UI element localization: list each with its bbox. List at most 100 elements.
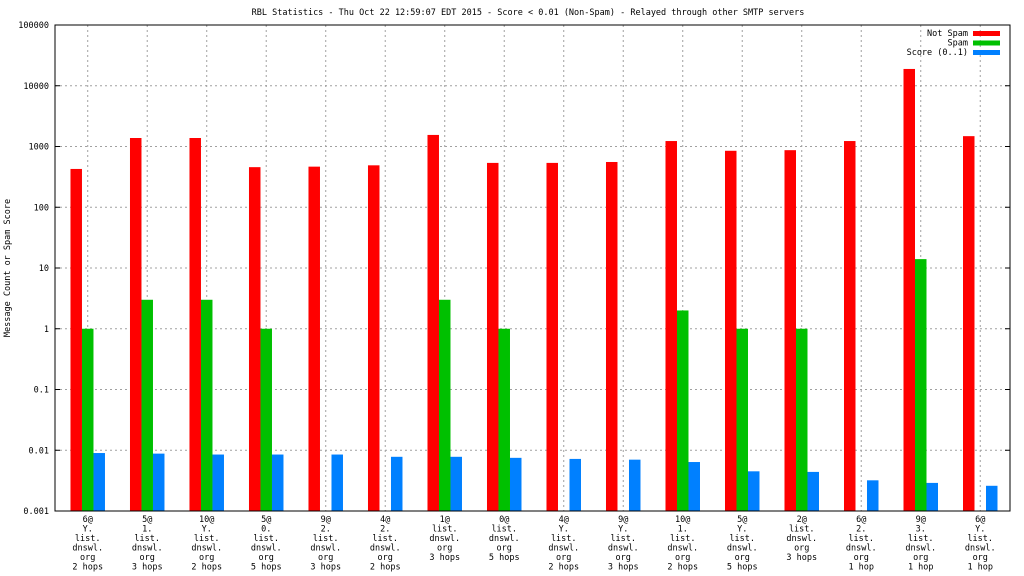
bar-spam xyxy=(200,299,213,511)
x-tick-label-line: Y. xyxy=(202,525,212,535)
bar-not-spam xyxy=(962,136,975,511)
x-tick-label-line: org xyxy=(497,544,512,554)
x-tick-label-line: 1 hop xyxy=(848,563,874,573)
x-tick-label-line: org xyxy=(437,544,452,554)
bar-spam xyxy=(676,310,689,511)
bar-not-spam xyxy=(546,162,558,512)
x-tick-label: 5@ 0. list. dnswl. org 5 hops xyxy=(251,515,282,573)
bar-spam xyxy=(736,328,748,511)
bar-score xyxy=(807,471,819,511)
x-tick-label-line: 5@ xyxy=(142,515,152,525)
x-tick-label-line: 9@ xyxy=(916,515,926,525)
x-tick-label: 4@ Y. list. dnswl. org 2 hops xyxy=(548,515,579,573)
chart-title: RBL Statistics - Thu Oct 22 12:59:07 EDT… xyxy=(252,8,805,18)
x-tick-label-line: 1. xyxy=(678,525,688,535)
x-tick-label: 9@ 2. list. dnswl. org 3 hops xyxy=(310,515,341,573)
bar-score xyxy=(628,459,641,511)
x-tick-label-line: list. xyxy=(194,534,220,544)
x-tick-label-line: dnswl. xyxy=(72,544,103,554)
x-tick-label-line: Y. xyxy=(975,525,985,535)
bar-score xyxy=(212,454,224,511)
bar-score xyxy=(93,453,105,511)
x-tick-label: 5@ 1. list. dnswl. org 3 hops xyxy=(132,515,163,573)
x-tick-label-line: list. xyxy=(253,534,279,544)
y-tick-label: 10000 xyxy=(23,82,49,92)
bar-spam xyxy=(795,328,808,511)
x-tick-label: 0@ list. dnswl. org 5 hops xyxy=(489,515,520,563)
x-tick-label-line: 2@ xyxy=(797,515,807,525)
bar-score xyxy=(866,480,879,511)
y-tick-label: 1 xyxy=(44,325,49,335)
x-tick-label-line: 5 hops xyxy=(489,553,520,563)
x-tick-label-line: 1 hop xyxy=(908,563,934,573)
bar-score xyxy=(271,454,284,511)
x-tick-label-line: list. xyxy=(491,525,517,535)
x-tick-label-line: list. xyxy=(729,534,755,544)
x-tick-label-line: 3 hops xyxy=(132,563,163,573)
plot-frame xyxy=(54,24,1011,512)
x-tick-label-line: 5@ xyxy=(261,515,271,525)
x-tick-label-line: dnswl. xyxy=(132,544,163,554)
x-tick-label: 6@ 2. list. dnswl. org 1 hop xyxy=(846,515,877,573)
bar-score xyxy=(688,462,700,511)
x-tick-label-line: 3 hops xyxy=(429,553,460,563)
bar-score xyxy=(450,456,462,511)
x-tick-label-line: org xyxy=(616,553,631,563)
x-tick-label-line: org xyxy=(675,553,690,563)
x-tick-label-line: dnswl. xyxy=(727,544,758,554)
x-tick-label-line: 9@ xyxy=(618,515,628,525)
bar-spam xyxy=(438,299,451,511)
x-tick-label-line: org xyxy=(80,553,95,563)
x-tick-label: 4@ 2. list. dnswl. org 2 hops xyxy=(370,515,401,573)
x-tick-label-line: 2 hops xyxy=(72,563,103,573)
x-tick-label-line: list. xyxy=(789,525,815,535)
bar-not-spam xyxy=(843,141,856,511)
legend-swatch xyxy=(973,50,1000,55)
x-tick-label-line: 2 hops xyxy=(548,563,579,573)
x-tick-label-line: org xyxy=(378,553,393,563)
x-tick-label-line: dnswl. xyxy=(608,544,639,554)
bar-not-spam xyxy=(248,167,261,511)
x-tick-label-line: org xyxy=(973,553,988,563)
bar-score xyxy=(331,454,343,511)
x-tick-label: 2@ list. dnswl. org 3 hops xyxy=(786,515,817,563)
x-tick-label-line: org xyxy=(199,553,214,563)
x-tick-label-line: list. xyxy=(551,534,577,544)
x-tick-label-line: 6@ xyxy=(856,515,866,525)
bar-not-spam xyxy=(129,138,142,511)
x-tick-label-line: 5 hops xyxy=(251,563,282,573)
x-tick-label-line: dnswl. xyxy=(667,544,698,554)
bar-score xyxy=(509,457,522,511)
x-tick-label-line: dnswl. xyxy=(191,544,222,554)
bar-not-spam xyxy=(665,141,677,511)
y-axis-label: Message Count or Spam Score xyxy=(3,199,13,337)
x-tick-label: 9@ Y. list. dnswl. org 3 hops xyxy=(608,515,639,573)
bar-spam xyxy=(260,328,272,511)
bar-not-spam xyxy=(486,162,499,512)
bar-not-spam xyxy=(189,138,201,511)
x-tick-label-line: dnswl. xyxy=(846,544,877,554)
y-tick-label: 100 xyxy=(34,203,49,213)
x-tick-label: 5@ Y. list. dnswl. org 5 hops xyxy=(727,515,758,573)
x-tick-label-line: 2. xyxy=(380,525,390,535)
legend-label: Not Spam xyxy=(927,29,968,39)
bar-not-spam xyxy=(784,150,796,512)
x-tick-label-line: 0@ xyxy=(499,515,509,525)
bar-not-spam xyxy=(427,134,439,511)
x-tick-label-line: 3 hops xyxy=(608,563,639,573)
bar-not-spam xyxy=(367,165,380,511)
x-tick-label-line: 6@ xyxy=(975,515,985,525)
x-tick-label-line: org xyxy=(140,553,155,563)
legend-swatch xyxy=(973,40,1000,46)
x-tick-label-line: dnswl. xyxy=(310,544,341,554)
x-tick-label-line: list. xyxy=(372,534,398,544)
x-tick-label-line: dnswl. xyxy=(251,544,282,554)
x-tick-label-line: org xyxy=(735,553,750,563)
x-tick-label-line: list. xyxy=(848,534,874,544)
x-tick-label-line: 1 hop xyxy=(967,563,993,573)
x-tick-label: 6@ Y. list. dnswl. org 2 hops xyxy=(72,515,103,573)
bar-spam xyxy=(81,328,94,511)
x-tick-label: 6@ Y. list. dnswl. org 1 hop xyxy=(965,515,996,573)
y-tick-label: 0.1 xyxy=(34,386,49,396)
x-tick-label-line: 5@ xyxy=(737,515,747,525)
